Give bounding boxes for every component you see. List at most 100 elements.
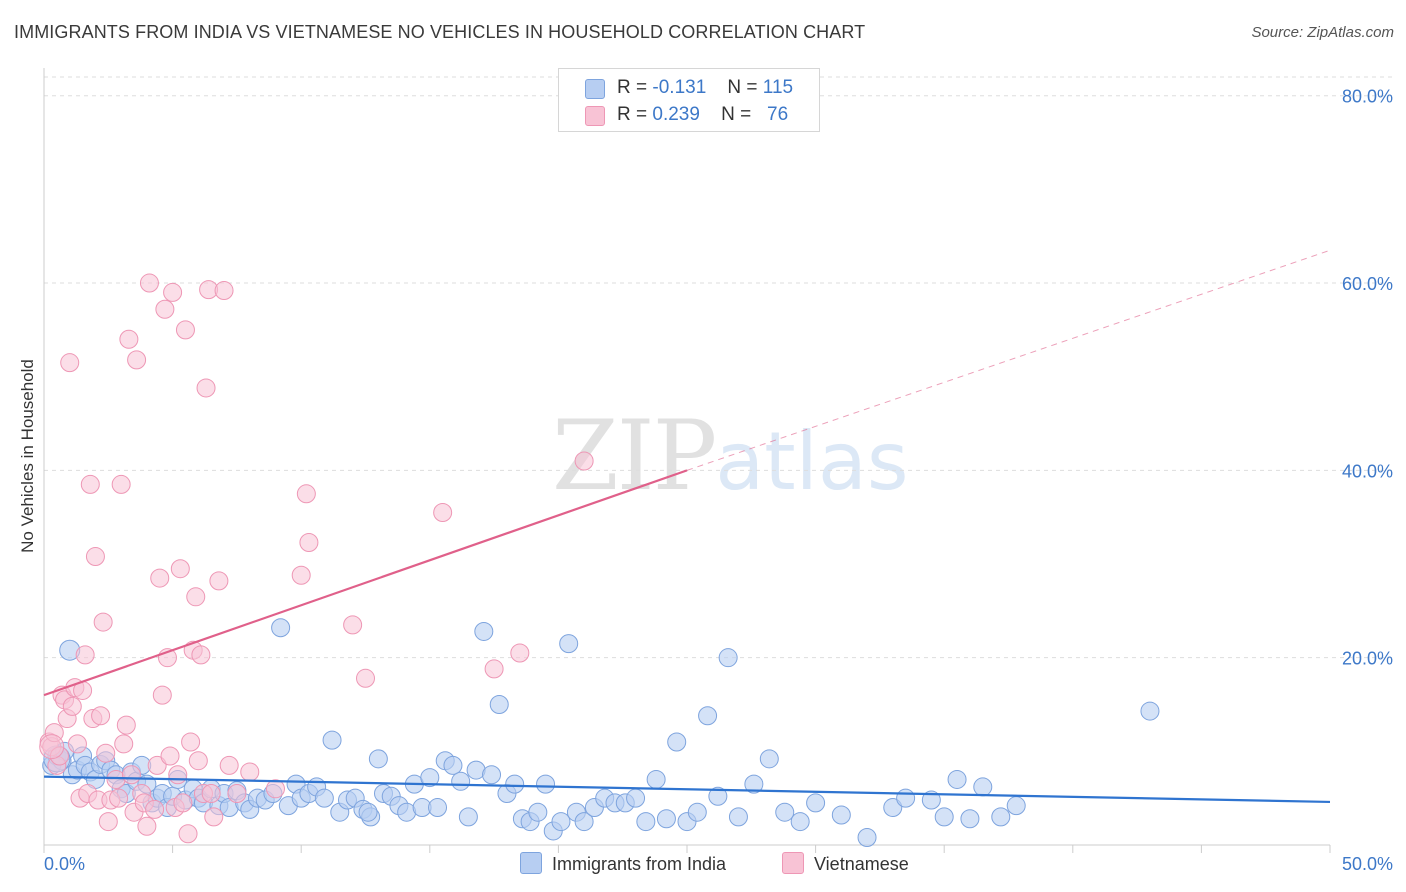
vietnamese-point xyxy=(291,565,311,585)
bottom-legend-vietnamese: Vietnamese xyxy=(782,852,909,875)
vietnamese-point xyxy=(433,503,453,523)
india-point xyxy=(790,812,810,832)
legend-text-vietnamese: R = 0.239 N = 76 xyxy=(617,104,788,126)
vietnamese-point xyxy=(214,281,234,301)
watermark-atlas: atlas xyxy=(715,415,909,508)
india-point xyxy=(698,706,718,726)
y-axis-label: No Vehicles in Household xyxy=(18,359,37,553)
india-point xyxy=(667,732,687,752)
india-point xyxy=(728,807,748,827)
vietnamese-point xyxy=(155,299,175,319)
india-point xyxy=(687,802,707,822)
bottom-legend-swatch-vietnamese xyxy=(782,852,804,874)
legend-row-india: R = -0.131 N = 115 xyxy=(559,75,819,101)
vietnamese-point xyxy=(62,696,82,716)
india-point xyxy=(759,749,779,769)
india-point xyxy=(960,809,980,829)
india-point xyxy=(314,788,334,808)
vietnamese-point xyxy=(356,668,375,688)
india-point xyxy=(536,774,556,794)
vietnamese-point xyxy=(170,559,190,579)
legend-r-value: -0.131 xyxy=(652,77,707,98)
india-point xyxy=(991,807,1011,827)
india-point xyxy=(574,812,594,832)
india-point xyxy=(451,771,471,791)
india-point xyxy=(505,774,525,794)
bottom-legend-india: Immigrants from India xyxy=(520,852,726,875)
vietnamese-point xyxy=(147,755,167,775)
vietnamese-point xyxy=(240,762,260,782)
bottom-legend-swatch-india xyxy=(520,852,542,874)
india-point xyxy=(656,809,676,829)
x-tick-label: 50.0% xyxy=(1342,854,1393,874)
vietnamese-point xyxy=(145,799,165,819)
vietnamese-point xyxy=(109,788,129,808)
vietnamese-trend-extension xyxy=(686,249,1331,471)
vietnamese-point xyxy=(265,779,285,799)
vietnamese-point xyxy=(181,732,201,752)
vietnamese-point xyxy=(85,547,105,567)
india-point xyxy=(358,802,378,822)
vietnamese-point xyxy=(175,320,195,340)
india-point xyxy=(482,765,502,785)
vietnamese-point xyxy=(196,378,216,398)
india-point xyxy=(973,777,993,797)
vietnamese-point xyxy=(80,474,100,494)
vietnamese-point xyxy=(114,734,134,754)
vietnamese-point-cluster xyxy=(39,734,65,760)
india-point xyxy=(1006,796,1026,816)
legend-n-value: 115 xyxy=(762,77,794,98)
y-tick-label: 20.0% xyxy=(1342,649,1393,669)
vietnamese-point xyxy=(119,329,139,349)
vietnamese-point xyxy=(137,816,157,836)
vietnamese-point xyxy=(201,783,221,803)
legend-swatch-india xyxy=(585,79,605,99)
legend-n-value: 76 xyxy=(767,104,789,125)
source-credit: Source: ZipAtlas.com xyxy=(1251,24,1394,41)
axes xyxy=(43,68,1331,853)
india-point xyxy=(1140,701,1160,721)
india-point xyxy=(322,730,342,750)
india-point xyxy=(368,749,388,769)
bottom-legend-label-vietnamese: Vietnamese xyxy=(814,854,909,874)
series-vietnamese-points xyxy=(39,273,594,844)
vietnamese-point xyxy=(343,615,363,635)
legend-n-label: N = xyxy=(721,104,752,125)
india-point xyxy=(458,807,478,827)
india-point xyxy=(428,798,448,818)
vietnamese-point xyxy=(127,350,147,370)
india-point xyxy=(744,774,764,794)
india-point xyxy=(896,788,916,808)
vietnamese-point xyxy=(186,587,206,607)
india-point xyxy=(636,812,656,832)
vietnamese-point xyxy=(116,715,136,735)
vietnamese-point xyxy=(93,612,113,632)
vietnamese-point xyxy=(191,645,211,665)
vietnamese-point xyxy=(152,685,172,705)
vietnamese-point xyxy=(163,282,183,302)
vietnamese-point xyxy=(219,755,239,775)
india-point xyxy=(271,618,291,638)
vietnamese-point xyxy=(299,532,319,552)
vietnamese-trend-line xyxy=(43,469,688,697)
legend-swatch-vietnamese xyxy=(585,106,605,126)
vietnamese-point xyxy=(139,273,159,293)
vietnamese-point xyxy=(121,765,141,785)
india-point xyxy=(857,828,877,848)
india-point xyxy=(934,807,954,827)
vietnamese-point xyxy=(574,451,594,471)
vietnamese-point xyxy=(227,783,247,803)
legend-r-label: R = xyxy=(617,77,648,98)
india-point xyxy=(775,802,795,822)
trend-lines xyxy=(43,249,1331,804)
y-tick-label: 80.0% xyxy=(1342,87,1393,107)
vietnamese-point xyxy=(296,484,316,504)
india-point xyxy=(443,755,463,775)
vietnamese-point xyxy=(173,793,193,813)
vietnamese-point xyxy=(91,706,111,726)
tick-labels: 20.0% 40.0% 60.0% 80.0% 0.0% 50.0% xyxy=(44,87,1393,874)
vietnamese-point xyxy=(168,765,188,785)
legend-r-label: R = xyxy=(617,104,648,125)
vietnamese-point xyxy=(510,643,530,663)
